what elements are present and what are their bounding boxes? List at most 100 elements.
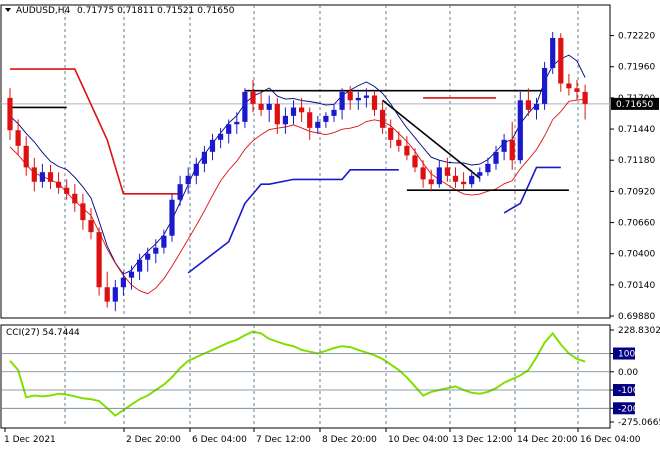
candle-body <box>461 181 467 185</box>
price-tick-label: 0.70920 <box>618 187 655 197</box>
candle-body <box>355 97 361 101</box>
candle-body <box>161 235 167 248</box>
cci-level-tag <box>613 347 635 360</box>
price-grid <box>64 5 579 318</box>
time-tick-label: 10 Dec 04:00 <box>388 435 449 445</box>
cci-tick-label: 0.00 <box>618 368 638 378</box>
candle-body <box>533 103 540 110</box>
candle-body <box>15 130 21 146</box>
candle-body <box>509 139 515 161</box>
candle-body <box>169 199 175 236</box>
time-tick-label: 6 Dec 04:00 <box>192 435 247 445</box>
candle-body <box>444 167 450 176</box>
candle-body <box>209 139 216 152</box>
price-tick-label: 0.70140 <box>618 281 655 291</box>
candles <box>7 31 588 312</box>
candle-body <box>266 103 272 110</box>
cci-grid <box>1 325 610 428</box>
candle-body <box>201 151 207 164</box>
candle-body <box>274 103 280 125</box>
candle-body <box>517 100 523 161</box>
candle-body <box>436 167 442 185</box>
candle-body <box>47 172 54 182</box>
candle-body <box>380 109 386 128</box>
cci-tick-label: -100 <box>618 386 639 396</box>
time-tick-label: 1 Dec 2021 <box>4 435 56 445</box>
header-arrow-icon[interactable] <box>5 8 11 12</box>
cci-axis: 228.8302 100 0.00 -100 -200 -275.0665 <box>610 326 660 428</box>
price-tick-label: 0.71180 <box>618 156 655 166</box>
candle-body <box>307 112 313 128</box>
candle-body <box>137 259 143 272</box>
time-tick-label: 2 Dec 20:00 <box>126 435 181 445</box>
price-tick-label: 0.72220 <box>618 32 655 42</box>
candle-body <box>428 179 434 185</box>
candle-body <box>177 184 183 200</box>
lower-channel-line <box>187 169 399 274</box>
upper-band-line <box>9 54 586 275</box>
candle-body <box>226 124 232 134</box>
candle-body <box>493 151 499 164</box>
candle-body <box>420 167 426 180</box>
candle-body <box>331 109 337 116</box>
candle-body <box>404 145 410 156</box>
indicator-overlays <box>1 54 610 295</box>
symbol-label: AUDUSD,H4 <box>16 6 71 16</box>
price-frame <box>0 4 611 319</box>
time-axis: 1 Dec 2021 2 Dec 20:00 6 Dec 04:00 7 Dec 12… <box>4 428 641 445</box>
candle-body <box>64 187 70 194</box>
ohlc-readout: 0.71775 0.71811 0.71521 0.71650 <box>77 6 235 16</box>
cci-level-tag <box>613 384 635 397</box>
candle-body <box>477 172 483 176</box>
candle-body <box>323 115 329 122</box>
cci-title: CCI(27) 54.7444 <box>6 328 80 338</box>
candle-body <box>371 95 378 110</box>
candle-body <box>282 115 288 125</box>
candle-body <box>469 175 475 185</box>
time-tick-label: 8 Dec 20:00 <box>322 435 377 445</box>
price-tick-label: 0.71440 <box>618 125 655 135</box>
candle-body <box>525 100 531 110</box>
candle-body <box>558 37 564 84</box>
candle-body <box>112 287 118 302</box>
current-price-tag <box>611 97 659 110</box>
upper-channel-line <box>10 68 181 195</box>
candle-body <box>412 155 418 168</box>
price-axis: 0.722200.719600.717000.714400.711800.709… <box>610 32 659 322</box>
candle-body <box>452 175 459 182</box>
candle-body <box>153 247 159 254</box>
candle-body <box>218 133 224 140</box>
candle-body <box>250 91 256 104</box>
candle-body <box>7 97 13 131</box>
price-tick-label: 0.69880 <box>618 312 655 322</box>
price-tick-label: 0.71960 <box>618 63 655 73</box>
candle-body <box>145 253 151 260</box>
candle-body <box>234 121 240 125</box>
price-tick-label: 0.70660 <box>618 219 655 229</box>
candle-body <box>120 277 126 288</box>
candle-body <box>315 121 321 128</box>
time-tick-label: 14 Dec 20:00 <box>517 435 578 445</box>
chart-header: AUDUSD,H4 0.71775 0.71811 0.71521 0.7165… <box>5 6 235 16</box>
candle-body <box>339 91 345 110</box>
time-tick-label: 7 Dec 12:00 <box>256 435 311 445</box>
lower-channel-line <box>503 166 561 214</box>
cci-tick-label: -275.0665 <box>618 418 660 428</box>
cci-frame <box>0 324 611 429</box>
candle-body <box>128 271 135 278</box>
candle-body <box>388 127 394 140</box>
candle-body <box>56 181 62 188</box>
candle-body <box>542 67 548 104</box>
price-panel <box>0 4 611 319</box>
candle-body <box>550 37 556 68</box>
candle-body <box>299 107 305 113</box>
candle-body <box>258 103 264 110</box>
price-tick-label: 0.70400 <box>618 250 655 260</box>
cci-line <box>9 330 586 417</box>
candle-body <box>104 287 110 302</box>
candle-body <box>363 95 369 98</box>
candle-body <box>31 167 37 182</box>
candle-body <box>566 83 572 89</box>
time-tick-label: 13 Dec 12:00 <box>452 435 513 445</box>
